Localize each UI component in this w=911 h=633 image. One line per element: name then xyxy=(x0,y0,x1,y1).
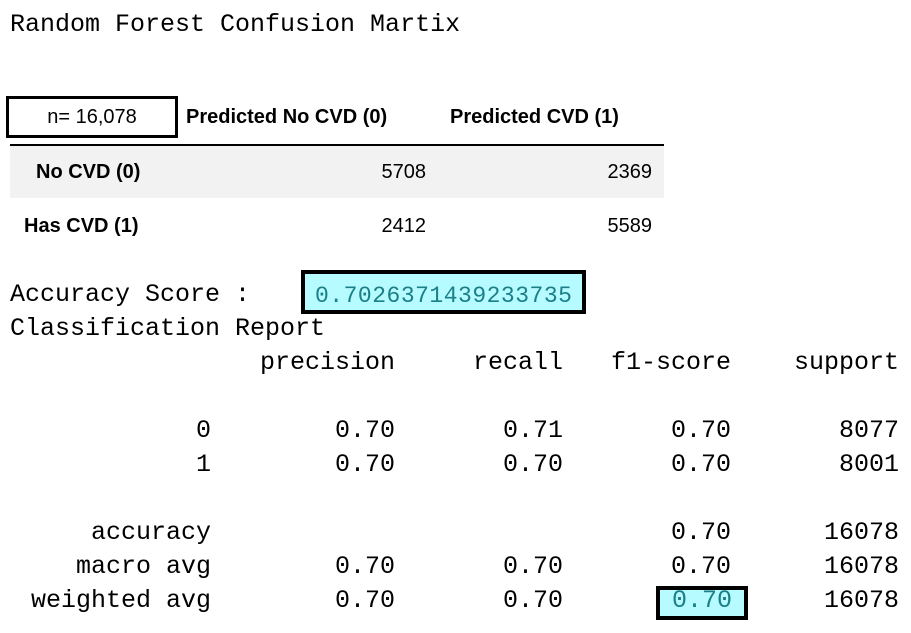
report-row-label: macro avg xyxy=(75,552,211,581)
report-precision: 0.70 xyxy=(334,416,395,445)
report-recall: 0.70 xyxy=(502,552,563,581)
report-precision: 0.70 xyxy=(334,552,395,581)
report-row-label: 1 xyxy=(195,450,211,479)
page-title: Random Forest Confusion Martix xyxy=(10,10,461,39)
cell-false-positive: 2369 xyxy=(607,161,653,183)
confusion-matrix-header: n= 16,078 Predicted No CVD (0) Predicted… xyxy=(6,96,664,140)
report-row-label: weighted avg xyxy=(30,586,211,615)
col-header-predicted-no-cvd: Predicted No CVD (0) xyxy=(186,106,388,128)
report-f1: 0.70 xyxy=(670,416,731,445)
weighted-avg-f1-value: 0.70 xyxy=(671,586,732,615)
report-support: 16078 xyxy=(823,586,899,615)
sample-size-label: n= 16,078 xyxy=(6,96,178,138)
confusion-matrix-table: n= 16,078 Predicted No CVD (0) Predicted… xyxy=(6,96,664,252)
report-header-recall: recall xyxy=(472,348,563,377)
report-support: 16078 xyxy=(823,518,899,547)
report-support: 16078 xyxy=(823,552,899,581)
accuracy-label: Accuracy Score : xyxy=(10,280,251,309)
table-row: Has CVD (1) 2412 5589 xyxy=(10,200,664,252)
report-recall: 0.70 xyxy=(502,586,563,615)
report-precision: 0.70 xyxy=(334,586,395,615)
header-divider xyxy=(10,144,664,146)
report-support: 8001 xyxy=(838,450,899,479)
row-label-has-cvd: Has CVD (1) xyxy=(24,215,139,237)
report-precision: 0.70 xyxy=(334,450,395,479)
report-f1: 0.70 xyxy=(670,450,731,479)
report-row-label: 0 xyxy=(195,416,211,445)
report-header-support: support xyxy=(793,348,899,377)
report-recall: 0.70 xyxy=(502,450,563,479)
report-header-f1: f1-score xyxy=(610,348,731,377)
weighted-f1-highlight xyxy=(656,586,748,620)
table-row: No CVD (0) 5708 2369 xyxy=(10,146,664,198)
report-f1: 0.70 xyxy=(670,552,731,581)
accuracy-value-highlight: 0.7026371439233735 xyxy=(301,270,587,314)
report-header-precision: precision xyxy=(259,348,395,377)
classification-report-title: Classification Report xyxy=(10,314,326,343)
cell-true-positive: 5589 xyxy=(607,215,653,237)
report-row-label: accuracy xyxy=(90,518,211,547)
cell-false-negative: 2412 xyxy=(381,215,427,237)
report-f1: 0.70 xyxy=(670,518,731,547)
report-support: 8077 xyxy=(838,416,899,445)
row-label-no-cvd: No CVD (0) xyxy=(36,161,141,183)
cell-true-negative: 5708 xyxy=(381,161,427,183)
report-recall: 0.71 xyxy=(502,416,563,445)
col-header-predicted-cvd: Predicted CVD (1) xyxy=(450,106,619,128)
